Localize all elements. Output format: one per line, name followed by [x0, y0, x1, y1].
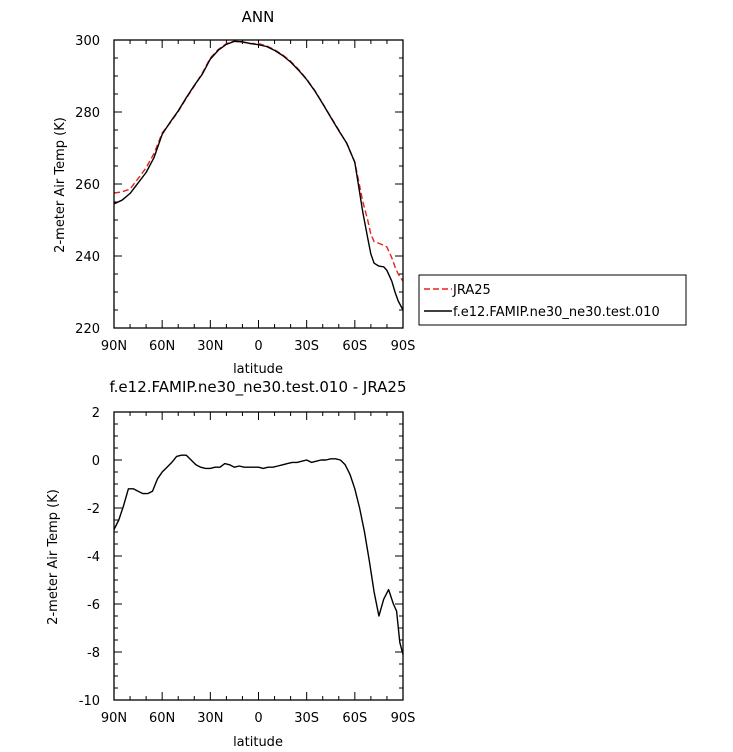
top-x-tick-label: 0 — [254, 339, 262, 354]
bottom-x-tick-label: 60S — [342, 711, 367, 726]
temperature-panel: ANN 2-meter Air Temp (K) latitude 90N 60N… — [53, 8, 687, 377]
bottom-y-tick-label: -6 — [87, 598, 100, 613]
top-x-tick-label: 30S — [294, 339, 319, 354]
top-y-tick-label: 260 — [75, 178, 100, 193]
top-chart-title: ANN — [242, 8, 275, 26]
top-x-tick-label: 60S — [342, 339, 367, 354]
top-axis-ticks: 90N 60N 30N 0 30S 60S 90S 220 240 260 280 300 — [75, 34, 415, 354]
bottom-y-axis-label: 2-meter Air Temp (K) — [46, 489, 61, 625]
top-y-tick-label: 220 — [75, 322, 100, 337]
legend-box — [418, 274, 687, 326]
top-y-tick-label: 240 — [75, 250, 100, 265]
top-x-tick-label: 90S — [391, 339, 416, 354]
legend-label-model: f.e12.FAMIP.ne30_ne30.test.010 — [453, 305, 660, 320]
bottom-y-tick-label: -8 — [87, 646, 100, 661]
bottom-x-tick-label: 30N — [197, 711, 223, 726]
bottom-x-tick-label: 90N — [101, 711, 127, 726]
top-y-axis-label: 2-meter Air Temp (K) — [53, 117, 68, 253]
top-series-line-0 — [113, 40, 404, 282]
legend: JRA25 f.e12.FAMIP.ne30_ne30.test.010 — [418, 274, 687, 326]
top-x-tick-label: 90N — [101, 339, 127, 354]
bottom-series-lines — [113, 454, 404, 655]
bottom-y-tick-label: -10 — [79, 694, 100, 709]
top-plot-frame — [113, 39, 404, 329]
bottom-y-tick-label: 0 — [92, 454, 100, 469]
bottom-axis-ticks: 90N 60N 30N 0 30S 60S 90S -10 -8 -6 -4 -2 0 2 — [79, 406, 416, 726]
bottom-series-line-0 — [113, 454, 404, 655]
bottom-y-tick-label: -2 — [87, 502, 100, 517]
bottom-x-tick-label: 90S — [391, 711, 416, 726]
top-x-axis-label: latitude — [233, 362, 283, 377]
bottom-chart-title: f.e12.FAMIP.ne30_ne30.test.010 - JRA25 — [109, 378, 406, 397]
top-x-tick-label: 60N — [149, 339, 175, 354]
bottom-y-tick-label: -4 — [87, 550, 100, 565]
top-y-tick-label: 280 — [75, 106, 100, 121]
bottom-x-tick-label: 0 — [254, 711, 262, 726]
bottom-y-tick-label: 2 — [92, 406, 100, 421]
top-x-tick-label: 30N — [197, 339, 223, 354]
bottom-x-tick-label: 30S — [294, 711, 319, 726]
bottom-x-tick-label: 60N — [149, 711, 175, 726]
legend-label-jra25: JRA25 — [452, 283, 491, 298]
top-y-tick-label: 300 — [75, 34, 100, 49]
bottom-plot-frame — [113, 411, 404, 701]
top-series-lines — [113, 40, 404, 311]
top-series-line-1 — [113, 40, 404, 311]
difference-panel: f.e12.FAMIP.ne30_ne30.test.010 - JRA25 2… — [46, 378, 415, 750]
bottom-x-axis-label: latitude — [233, 735, 283, 750]
